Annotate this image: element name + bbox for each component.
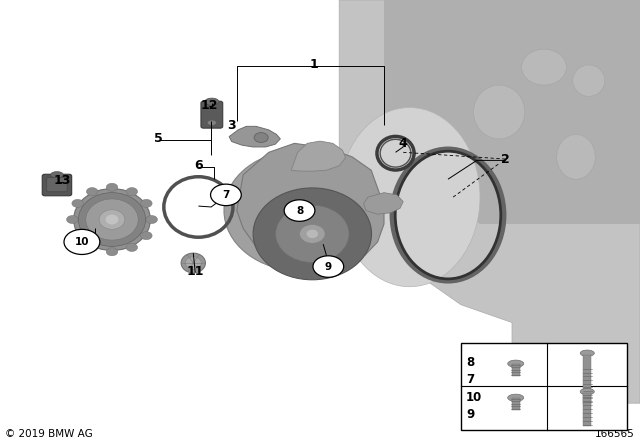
Text: 1: 1 bbox=[309, 58, 318, 72]
Ellipse shape bbox=[126, 243, 138, 251]
Text: 6: 6 bbox=[194, 159, 203, 172]
Ellipse shape bbox=[74, 189, 150, 250]
Ellipse shape bbox=[67, 215, 78, 224]
Polygon shape bbox=[237, 143, 384, 269]
Ellipse shape bbox=[51, 172, 63, 178]
Ellipse shape bbox=[146, 215, 157, 224]
Ellipse shape bbox=[86, 188, 98, 196]
Text: 9: 9 bbox=[324, 262, 332, 271]
Ellipse shape bbox=[86, 199, 138, 240]
Text: 12: 12 bbox=[200, 99, 218, 112]
Circle shape bbox=[313, 256, 344, 277]
Ellipse shape bbox=[72, 232, 83, 240]
Circle shape bbox=[64, 229, 100, 254]
Polygon shape bbox=[364, 193, 403, 214]
Ellipse shape bbox=[253, 188, 371, 280]
Ellipse shape bbox=[205, 98, 219, 105]
Text: 4: 4 bbox=[399, 137, 408, 150]
Text: 13: 13 bbox=[54, 174, 72, 188]
Text: 166565: 166565 bbox=[595, 429, 635, 439]
Ellipse shape bbox=[474, 85, 525, 139]
Ellipse shape bbox=[126, 188, 138, 196]
Ellipse shape bbox=[339, 108, 480, 287]
Circle shape bbox=[284, 200, 315, 221]
Text: 7: 7 bbox=[222, 190, 230, 200]
Polygon shape bbox=[339, 0, 640, 403]
Bar bbox=[461, 343, 627, 430]
Text: 3: 3 bbox=[227, 119, 236, 132]
Ellipse shape bbox=[72, 199, 83, 207]
Text: 2: 2 bbox=[501, 152, 510, 166]
Ellipse shape bbox=[224, 150, 378, 271]
Ellipse shape bbox=[580, 350, 595, 356]
Circle shape bbox=[211, 184, 241, 206]
Ellipse shape bbox=[573, 65, 605, 96]
FancyBboxPatch shape bbox=[201, 101, 223, 128]
Polygon shape bbox=[291, 141, 346, 171]
Ellipse shape bbox=[141, 199, 152, 207]
Ellipse shape bbox=[106, 183, 118, 191]
Ellipse shape bbox=[300, 224, 325, 243]
Ellipse shape bbox=[106, 248, 118, 256]
Bar bbox=[512, 364, 520, 376]
Ellipse shape bbox=[141, 232, 152, 240]
Ellipse shape bbox=[508, 360, 524, 367]
Polygon shape bbox=[229, 126, 280, 147]
Bar bbox=[584, 355, 591, 404]
Ellipse shape bbox=[181, 253, 205, 273]
Text: © 2019 BMW AG: © 2019 BMW AG bbox=[5, 429, 93, 439]
Ellipse shape bbox=[106, 215, 118, 224]
Text: 8: 8 bbox=[466, 356, 474, 369]
Polygon shape bbox=[384, 0, 640, 224]
Text: 10: 10 bbox=[75, 237, 89, 247]
Ellipse shape bbox=[522, 49, 566, 85]
Text: 9: 9 bbox=[466, 408, 474, 421]
Ellipse shape bbox=[580, 388, 595, 395]
Ellipse shape bbox=[254, 133, 268, 142]
Ellipse shape bbox=[79, 193, 146, 246]
Text: 10: 10 bbox=[466, 391, 482, 404]
Ellipse shape bbox=[557, 134, 595, 179]
Ellipse shape bbox=[275, 205, 349, 263]
Ellipse shape bbox=[508, 394, 524, 401]
Text: 5: 5 bbox=[154, 132, 163, 146]
Ellipse shape bbox=[99, 210, 125, 229]
Bar bbox=[584, 392, 591, 426]
Ellipse shape bbox=[307, 229, 318, 238]
Ellipse shape bbox=[186, 257, 201, 269]
Text: 8: 8 bbox=[296, 206, 303, 215]
Bar bbox=[512, 398, 520, 410]
FancyBboxPatch shape bbox=[47, 177, 67, 192]
Text: 11: 11 bbox=[186, 264, 204, 278]
Ellipse shape bbox=[86, 243, 98, 251]
FancyBboxPatch shape bbox=[42, 174, 72, 196]
Ellipse shape bbox=[207, 120, 216, 125]
Text: 7: 7 bbox=[466, 373, 474, 386]
